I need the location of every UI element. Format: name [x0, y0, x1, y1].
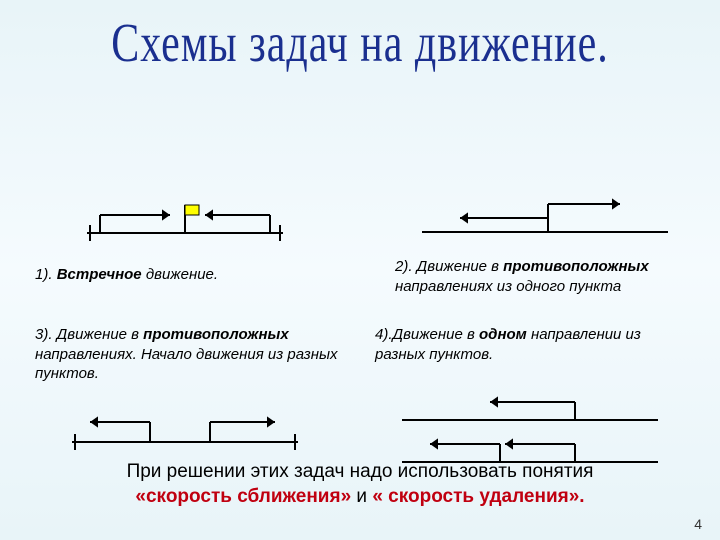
- diagram-3: [70, 400, 300, 460]
- footer-note: При решении этих задач надо использовать…: [0, 459, 720, 510]
- footer-line1: При решении этих задач надо использовать…: [127, 461, 594, 482]
- slide-title: Схемы задач на движение.: [0, 0, 720, 75]
- concept-approach: «скорость сближения»: [135, 486, 351, 507]
- caption-3: 3). Движение в противоположных направлен…: [35, 325, 345, 384]
- caption-4: 4).Движение в одном направлении из разны…: [375, 325, 685, 364]
- title-text: Схемы задач на движение.: [111, 14, 609, 74]
- caption-2: 2). Движение в противоположных направлен…: [395, 257, 720, 296]
- diagram-1: [85, 193, 285, 253]
- concept-separation: « скорость удаления».: [372, 486, 584, 507]
- diagram-2: [420, 190, 670, 250]
- page-number: 4: [694, 516, 702, 532]
- caption-1: 1). Встречное движение.: [35, 265, 218, 285]
- content-area: 1). Встречное движение. 2). Движение в п…: [0, 95, 720, 540]
